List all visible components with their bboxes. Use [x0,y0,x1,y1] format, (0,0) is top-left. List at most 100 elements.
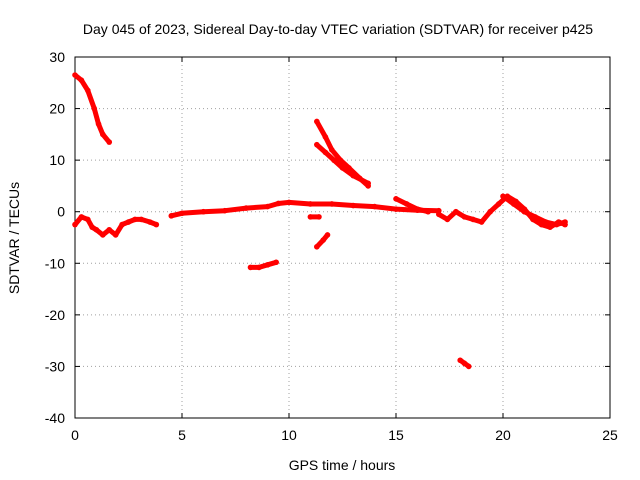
data-point [168,213,175,219]
data-point [403,201,410,207]
data-point [93,226,100,233]
series-arc-8 [500,193,568,228]
data-point [125,219,132,225]
y-tick-label: 10 [49,152,65,168]
data-point [320,237,327,243]
data-point [350,202,357,209]
data-point [106,226,113,233]
data-point [314,243,320,250]
plot-frame [74,56,611,419]
x-tick-label: 5 [178,427,186,443]
data-point [365,180,371,187]
data-point [339,165,346,171]
data-point [273,259,279,266]
data-point [112,232,119,238]
y-tick-label: -30 [45,358,65,374]
grid-layer [75,57,610,418]
data-point [314,141,320,148]
series-arc-2 [72,214,160,238]
series-arc-6 [393,196,431,215]
series-arc-11 [307,214,322,220]
data-point [85,216,91,223]
x-tick-label: 0 [71,427,79,443]
data-point [487,208,493,215]
data-point [132,216,138,223]
y-axis-label: SDTVAR / TECUs [6,182,22,294]
data-point [95,121,102,127]
data-point [371,203,378,210]
data-point [179,210,185,217]
y-tick-label: 30 [49,49,65,65]
y-tick-label: -10 [45,255,65,271]
data-point [307,214,314,220]
data-point [461,214,468,220]
series-arc-12 [457,357,472,370]
data-point [470,216,476,223]
data-point [91,105,98,112]
x-tick-label: 25 [602,427,618,443]
series-arc-10 [314,232,331,250]
data-point [393,206,399,212]
data-point [521,208,528,215]
data-point [425,208,431,215]
data-point [457,357,464,364]
data-point [331,157,337,163]
y-tick-label: 0 [57,204,65,220]
data-point [444,216,451,223]
series-trace [248,259,279,270]
chart-title: Day 045 of 2023, Sidereal Day-to-day VTE… [83,21,593,37]
data-point [453,208,459,215]
data-point [322,149,329,156]
data-point [543,219,549,225]
data-point [85,87,91,94]
data-point [72,72,78,78]
series-arc-1 [72,72,113,145]
data-point [553,221,560,228]
data-point [495,201,502,207]
data-point [324,232,331,238]
series-arc-5 [314,141,371,187]
data-point [307,201,314,207]
data-point [78,214,85,220]
data-point [153,221,160,228]
data-point [72,221,78,228]
data-point [200,208,207,215]
data-point [465,363,472,370]
y-tick-label: -20 [45,307,65,323]
data-point [393,196,399,202]
data-point [247,264,254,271]
data-point [329,201,335,207]
data-point [478,219,485,225]
data-point [147,219,153,225]
series-arc-9 [247,259,279,271]
data-point [322,134,329,140]
y-tick-label: 20 [49,101,65,117]
data-point [329,147,335,153]
data-point [500,193,506,200]
data-point [264,203,271,210]
data-point [461,360,468,367]
series-trace [393,196,431,215]
data-point [256,264,262,271]
data-point [314,118,320,125]
data-point [532,214,538,220]
ticks-layer: 0 5 10 15 20 25 -40 -30 -20 -10 0 10 20 30 [45,49,618,443]
data-point [436,211,442,218]
data-point [275,200,282,207]
data-point [119,221,125,228]
x-tick-label: 15 [388,427,404,443]
y-tick-label: -40 [45,410,65,426]
data-point [243,205,249,211]
data-point [264,262,271,268]
data-point [286,199,292,206]
data-point [106,139,113,145]
data-point [100,232,106,238]
data-point [562,219,568,225]
series-arc-3 [168,199,442,219]
data-point [138,216,145,223]
data-point [100,131,106,138]
series-trace [436,193,568,230]
data-point [510,201,517,207]
x-axis-label: GPS time / hours [289,457,396,473]
